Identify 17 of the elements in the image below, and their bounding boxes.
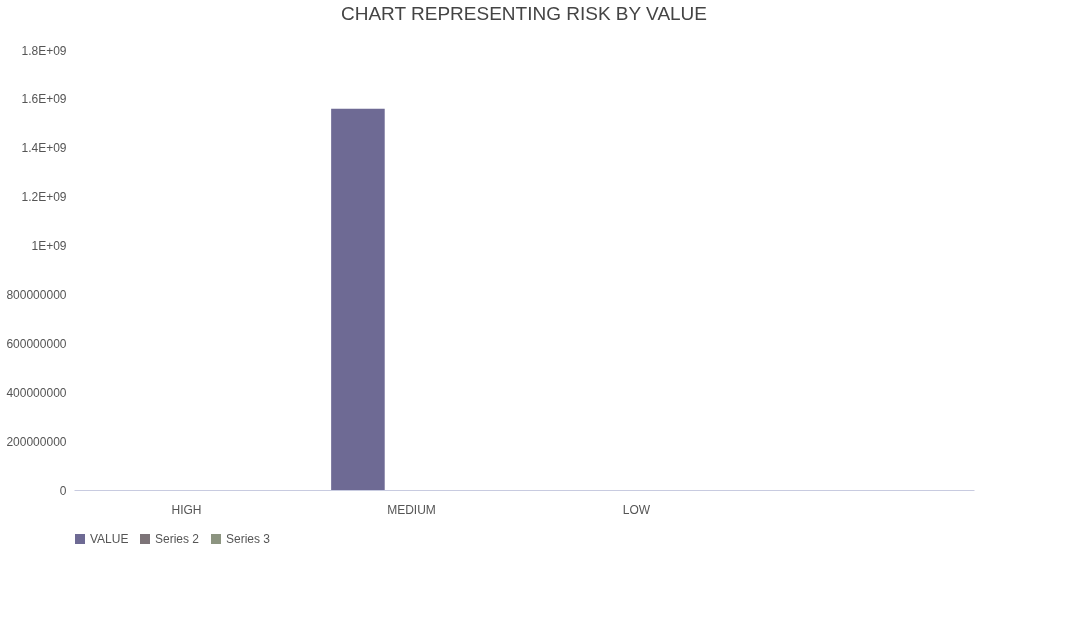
y-tick-label: 1.4E+09 (21, 141, 67, 156)
x-tick-label: HIGH (171, 502, 202, 517)
y-tick-label: 600000000 (6, 336, 67, 351)
legend-label: Series 2 (155, 532, 200, 546)
y-tick-label: 1E+09 (31, 239, 67, 254)
y-tick-label: 0 (59, 483, 67, 498)
legend-label: Series 3 (226, 532, 271, 546)
y-tick-label: 400000000 (6, 385, 67, 400)
y-tick-label: 200000000 (6, 434, 67, 449)
y-tick-label: 1.8E+09 (21, 43, 67, 58)
x-tick-label: LOW (622, 502, 651, 517)
y-tick-label: 1.2E+09 (21, 190, 67, 205)
y-tick-label: 800000000 (6, 287, 67, 302)
chart-title: CHART REPRESENTING RISK BY VALUE (340, 3, 708, 24)
legend-label: VALUE (90, 532, 129, 546)
x-tick-label: MEDIUM (387, 502, 436, 517)
y-tick-label: 1.6E+09 (21, 92, 67, 107)
